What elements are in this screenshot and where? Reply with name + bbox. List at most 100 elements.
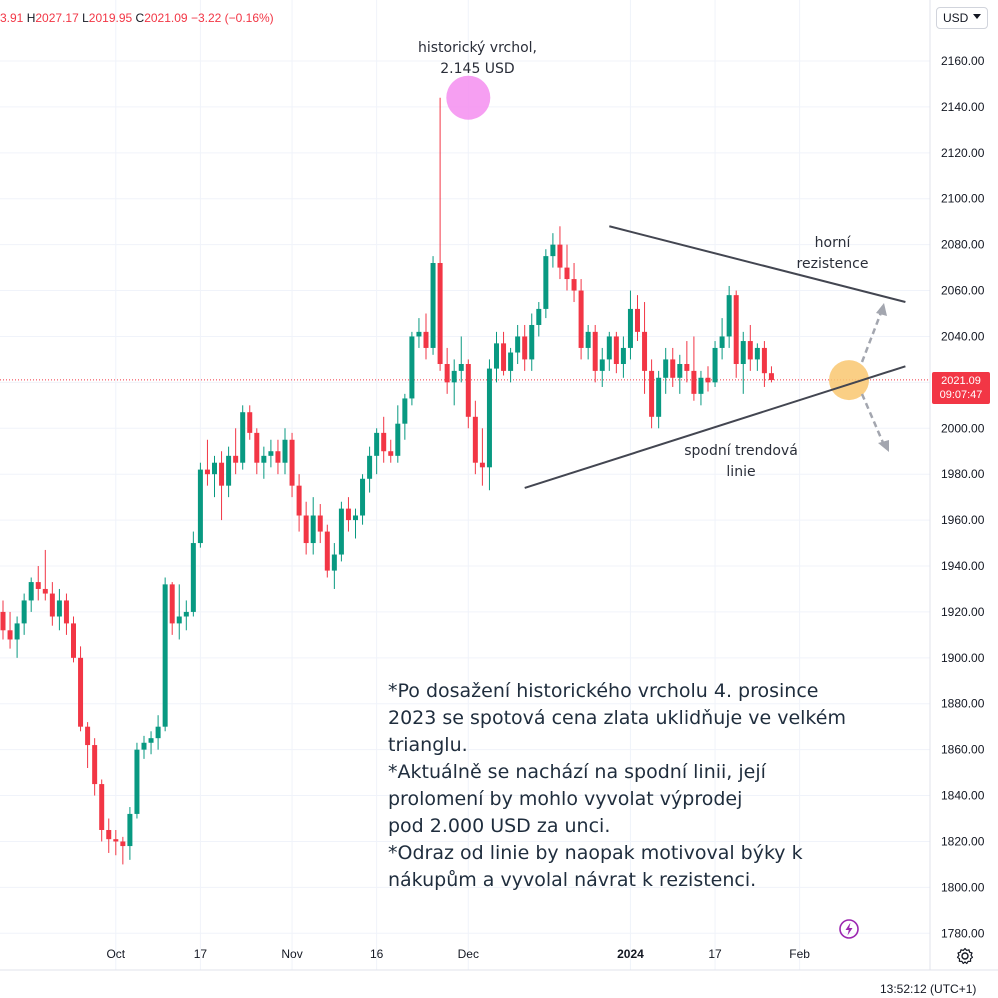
candle — [486, 359, 492, 491]
tradingview-icon[interactable] — [838, 918, 860, 940]
candle-body — [296, 485, 302, 516]
candle-body — [522, 336, 528, 360]
candle — [0, 600, 6, 640]
candle — [155, 715, 161, 750]
candle — [381, 416, 387, 463]
candle — [508, 347, 514, 383]
candle-body — [289, 439, 295, 486]
candle-body — [684, 364, 690, 371]
y-tick-label: 2140.00 — [941, 100, 985, 114]
y-tick-label: 1800.00 — [941, 880, 985, 894]
chevron-down-icon — [973, 14, 981, 19]
candle-body — [212, 462, 217, 475]
candle-body — [564, 267, 570, 280]
candle — [275, 439, 281, 475]
candle — [367, 446, 373, 493]
candle — [578, 279, 584, 360]
candle-body — [127, 813, 133, 847]
candle-body — [395, 423, 401, 456]
candle — [543, 249, 549, 319]
candle — [416, 318, 422, 348]
x-tick-label: 17 — [708, 947, 722, 961]
candle — [113, 829, 119, 856]
candle — [310, 497, 316, 555]
candle — [162, 577, 168, 732]
candle — [670, 347, 676, 387]
gear-icon[interactable] — [955, 946, 975, 966]
candle-body — [381, 432, 387, 452]
candle-body — [219, 462, 225, 486]
candle — [85, 722, 91, 769]
candle — [296, 474, 302, 532]
candle — [331, 543, 337, 589]
ath-annotation: historický vrchol, 2.145 USD — [417, 40, 537, 77]
candle-body — [56, 600, 62, 617]
y-tick-label: 1900.00 — [941, 651, 985, 665]
candle-body — [0, 611, 6, 631]
ath-highlight-circle — [446, 75, 491, 120]
candle — [106, 818, 112, 853]
candle-body — [78, 657, 84, 727]
candle — [740, 331, 746, 394]
candle — [698, 370, 704, 406]
x-tick-label: Nov — [281, 947, 302, 961]
candle-body — [134, 749, 140, 814]
candle — [501, 331, 507, 376]
candle-body — [141, 742, 147, 750]
candle — [649, 359, 655, 429]
candle — [176, 584, 182, 640]
candle-body — [282, 439, 288, 463]
bearish-projection-arrow — [860, 393, 886, 446]
commentary-note: *Po dosažení historického vrcholu 4. pro… — [388, 678, 858, 894]
candle-body — [388, 451, 394, 456]
candle-body — [733, 295, 739, 365]
change-value: −3.22 (−0.16%) — [190, 11, 274, 25]
candle-body — [578, 290, 584, 348]
clock-timezone[interactable]: 13:52:12 (UTC+1) — [880, 982, 977, 996]
candle — [409, 331, 415, 406]
candle — [345, 497, 351, 532]
candle-body — [465, 364, 471, 417]
y-tick-label: 2000.00 — [941, 421, 985, 435]
candle-body — [197, 469, 203, 544]
candle-body — [458, 364, 464, 371]
candle — [360, 474, 366, 525]
candle-body — [747, 341, 753, 360]
candle — [268, 439, 274, 468]
upper-resistance-trendline — [609, 225, 906, 303]
candle-body — [472, 416, 478, 463]
candle-body — [416, 331, 422, 337]
candle-body — [508, 352, 514, 371]
y-tick-label: 1960.00 — [941, 513, 985, 527]
candle — [458, 336, 464, 383]
candle-body — [592, 331, 598, 371]
currency-button[interactable]: USD — [936, 7, 988, 29]
candle — [317, 504, 323, 544]
note-line-3: *Odraz od linie by naopak motivoval býky… — [388, 842, 803, 891]
candle — [444, 347, 450, 394]
candle-body — [162, 584, 168, 727]
trendlines[interactable] — [524, 225, 906, 489]
candle — [7, 611, 13, 649]
candle-body — [515, 336, 521, 353]
candle-body — [303, 515, 309, 544]
candle-body — [585, 331, 591, 348]
candle-body — [317, 515, 323, 532]
candle — [663, 347, 669, 394]
candle-body — [183, 611, 189, 617]
candle — [515, 324, 521, 365]
candle — [134, 742, 140, 819]
x-tick-label: 2024 — [617, 947, 644, 961]
candle — [712, 341, 718, 387]
candle — [465, 359, 471, 429]
candle-body — [557, 244, 563, 268]
candle-body — [712, 347, 718, 383]
candle — [148, 731, 154, 755]
note-line-1: *Po dosažení historického vrcholu 4. pro… — [388, 680, 846, 756]
candle-body — [14, 623, 20, 640]
candle-body — [233, 455, 239, 463]
candle-body — [677, 364, 683, 378]
y-tick-label: 2060.00 — [941, 284, 985, 298]
candle — [726, 285, 732, 348]
